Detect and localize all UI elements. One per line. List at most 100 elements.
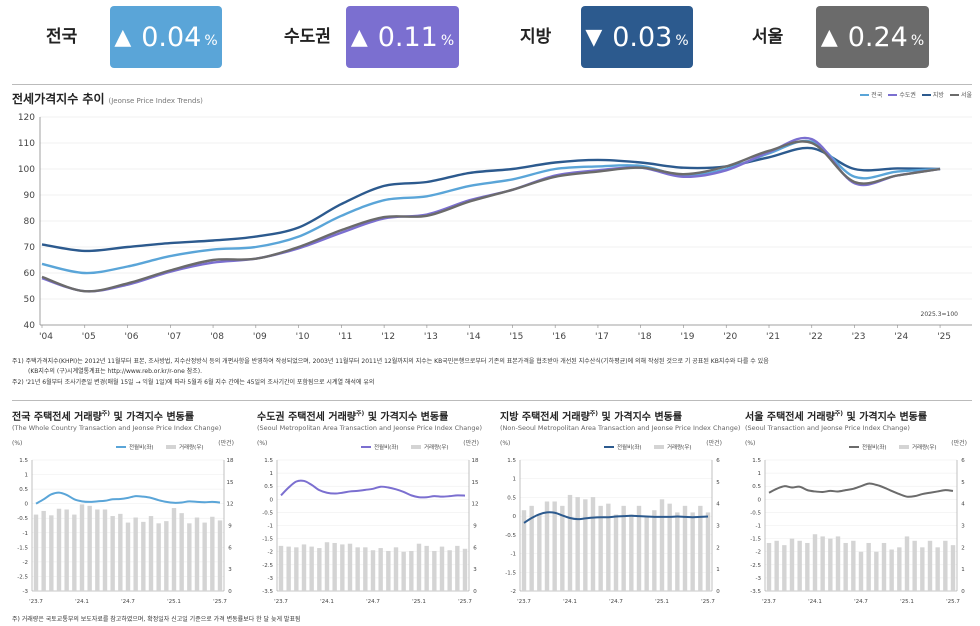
legend-swatch [888, 93, 898, 96]
x-tick-label: '25.1 [655, 599, 669, 605]
bar-'24.12 [409, 550, 414, 591]
bar-'24.2 [575, 497, 580, 591]
kpi-box-2: ▼ 0.03% [581, 6, 693, 68]
y-left-tick-label: -1 [23, 531, 28, 537]
x-tick-label: '08 [210, 332, 224, 342]
legend-bar-label: 거래량(우) [179, 443, 204, 451]
mini-chart-1: (%) (만건) 전월비(좌) 거래량(우) -3.5 -3 -2.5 -2 -1.5 -1 -0.… [257, 439, 479, 605]
kpi-box-0: ▲ 0.04% [110, 6, 222, 68]
bar-'25.3 [920, 547, 925, 591]
legend-bar-label: 거래량(우) [424, 443, 449, 451]
mini-chart-0: (%) (만건) 전월비(좌) 거래량(우) -3 -2.5 -2 -1.5 -1 -0.5 0 0.… [12, 439, 234, 605]
kpi-value: 0.04 [141, 21, 202, 53]
kpi-box-3: ▲ 0.24% [816, 6, 929, 68]
series-line-전국 [41, 139, 941, 275]
y-tick-label: 100 [18, 165, 35, 175]
mini-chart-subtitle: (Seoul Metropolitan Area Transaction and… [257, 424, 483, 432]
bar-'24.8 [133, 517, 138, 591]
kpi-label-3: 서울 [752, 27, 784, 47]
x-tick-label: '15 [509, 332, 523, 342]
y-right-tick-label: 2 [961, 545, 965, 551]
change-line [523, 511, 709, 524]
bar-'24.8 [378, 548, 383, 591]
series-line-지방 [41, 146, 941, 253]
change-line [280, 479, 466, 499]
x-tick-label: '24.1 [320, 599, 334, 605]
bar-'24.4 [590, 497, 596, 591]
y-left-tick-label: 0.5 [507, 495, 516, 501]
y-right-tick-label: 18 [227, 458, 234, 464]
bar-'25.2 [667, 503, 672, 591]
legend-item: 전국 [860, 90, 882, 99]
y-right-tick-label: 0 [716, 589, 720, 595]
y-right-tick-label: 4 [961, 502, 965, 508]
bar-'24.2 [820, 536, 825, 591]
y-left-tick-label: -2.5 [750, 563, 761, 569]
legend-swatch [921, 93, 931, 96]
kpi-label-0: 전국 [46, 27, 78, 47]
note-1: 주1) 주택가격지수(KHPI)는 2012년 11월부터 표본, 조사방법, … [12, 358, 769, 365]
x-tick-label: '07 [167, 332, 181, 342]
y-left-tick-label: 1 [25, 473, 29, 479]
bar-'25.6 [698, 505, 703, 591]
y-right-tick-label: 3 [228, 567, 232, 573]
x-tick-label: '16 [552, 332, 566, 342]
bar-'23.12 [72, 514, 77, 591]
bar-'24.4 [835, 536, 841, 591]
mini-charts: (%) (만건) 전월비(좌) 거래량(우) -3 -2.5 -2 -1.5 -1 -0.5 0 0.… [12, 439, 967, 605]
y-right-tick-label: 12 [472, 502, 479, 508]
kpi-value: 0.24 [847, 21, 908, 53]
bar-'25.1 [659, 499, 665, 591]
x-tick-label: '23.7 [517, 599, 531, 605]
bar-'25.5 [935, 547, 940, 591]
x-tick-label: '24 [894, 332, 908, 342]
x-tick-label: '24.7 [121, 599, 135, 605]
legend-line-label: 전월비(좌) [862, 443, 887, 451]
bar-'23.7 [521, 510, 527, 591]
series-line-서울 [41, 140, 941, 293]
x-tick-label: '24.1 [808, 599, 822, 605]
y-left-tick-label: 1.5 [19, 458, 28, 464]
bar-'24.5 [110, 516, 115, 591]
kpi-unit: % [440, 33, 455, 49]
bar-'23.8 [529, 505, 534, 591]
mini-chart-title: 서울 주택전세 거래량주) 및 가격지수 변동률 [745, 410, 928, 423]
y-tick-label: 120 [18, 113, 35, 123]
legend-bar-label: 거래량(우) [667, 443, 692, 451]
bar-'24.7 [125, 522, 131, 591]
main-line-chart: 40 50 60 70 80 90 100 110 120 '04 '05 '06 '07 '08 '09 '… [18, 113, 972, 342]
y-left-tick-label: -1 [511, 552, 516, 558]
bar-'23.11 [797, 540, 802, 591]
bar-'24.3 [340, 544, 345, 591]
y-left-tick-label: -1.5 [750, 537, 761, 543]
bar-'24.9 [141, 521, 146, 591]
x-tick-label: '23.7 [29, 599, 43, 605]
kpi-value: 0.03 [612, 21, 673, 53]
bar-'25.1 [904, 536, 910, 591]
x-tick-label: '22 [809, 332, 823, 342]
bar-'24.2 [87, 505, 92, 591]
bar-'24.7 [858, 551, 864, 591]
bar-'25.7 [705, 512, 711, 591]
bar-'25.4 [194, 517, 200, 591]
x-tick-label: '24.1 [75, 599, 89, 605]
x-tick-label: '04 [39, 332, 53, 342]
y-left-tick-label: 0.5 [19, 487, 28, 493]
bar-'24.3 [828, 538, 833, 591]
y-left-tick-label: -0.5 [505, 533, 516, 539]
bar-'24.11 [156, 523, 161, 591]
y-right-tick-label: 6 [961, 458, 965, 464]
y-right-tick-label: 5 [961, 480, 965, 486]
kpi-unit: % [910, 33, 925, 49]
bar-'23.11 [64, 509, 69, 591]
bar-'25.7 [217, 520, 223, 591]
y-left-tick-label: 0 [513, 514, 517, 520]
x-tick-label: '13 [424, 332, 438, 342]
legend-line-label: 전월비(좌) [129, 443, 154, 451]
y-right-tick-label: 0 [961, 589, 965, 595]
bar-'24.9 [386, 550, 391, 591]
bar-'24.6 [363, 547, 368, 591]
y-right-tick-label: 6 [473, 545, 477, 551]
bar-'25.2 [912, 540, 917, 591]
mini-chart-title: 전국 주택전세 거래량주) 및 가격지수 변동률 [12, 410, 195, 423]
